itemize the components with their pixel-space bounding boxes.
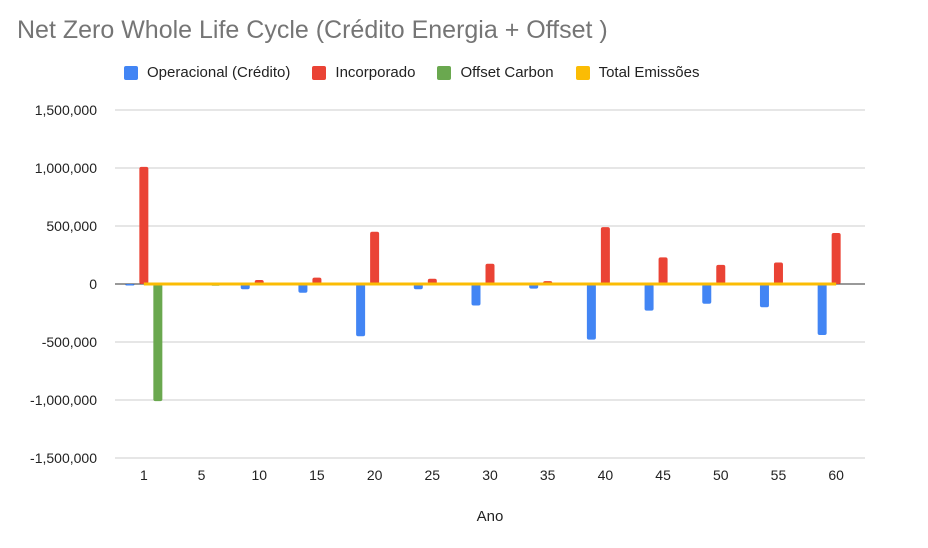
legend-swatch-operacional <box>124 65 138 80</box>
legend-swatch-total-emissoes <box>575 65 590 80</box>
bars <box>125 166 841 402</box>
y-tick-label: 1,000,000 <box>35 160 97 176</box>
x-tick-label: 50 <box>713 467 729 483</box>
bar-incorporado-45 <box>658 257 668 284</box>
x-tick-label: 20 <box>367 467 383 483</box>
bar-operacional-cr-dito-60 <box>817 284 827 336</box>
x-tick-label: 35 <box>540 467 556 483</box>
legend: Operacional (Crédito) Incorporado Offset… <box>124 64 721 81</box>
x-tick-label: 1 <box>140 467 148 483</box>
y-axis-tick-labels: 1,500,000 1,000,000 500,000 0 -500,000 -1,000… <box>30 102 97 466</box>
bar-incorporado-55 <box>773 262 783 284</box>
y-tick-label: 0 <box>89 276 97 292</box>
y-tick-label: 1,500,000 <box>35 102 97 118</box>
bar-incorporado-1 <box>139 166 149 284</box>
bar-incorporado-20 <box>370 231 380 284</box>
bar-incorporado-30 <box>485 263 495 284</box>
x-tick-label: 60 <box>828 467 844 483</box>
legend-item-operacional[interactable]: Operacional (Crédito) <box>124 64 290 81</box>
y-tick-label: -1,000,000 <box>30 392 97 408</box>
y-tick-label: -500,000 <box>42 334 97 350</box>
x-tick-label: 40 <box>598 467 614 483</box>
bar-incorporado-60 <box>831 232 841 284</box>
bar-operacional-cr-dito-30 <box>471 284 481 306</box>
legend-label-total-emissoes: Total Emissões <box>598 64 700 81</box>
bar-operacional-cr-dito-50 <box>702 284 712 304</box>
legend-label-offset-carbon: Offset Carbon <box>460 64 554 81</box>
y-tick-label: -1,500,000 <box>30 450 97 466</box>
bar-incorporado-50 <box>716 264 726 284</box>
bar-operacional-cr-dito-55 <box>759 284 769 308</box>
legend-swatch-incorporado <box>312 65 327 80</box>
x-tick-label: 10 <box>251 467 267 483</box>
x-tick-label: 45 <box>655 467 671 483</box>
bar-operacional-cr-dito-20 <box>356 284 366 337</box>
bar-offset-carbon-1 <box>153 284 163 402</box>
bar-incorporado-40 <box>600 227 610 284</box>
legend-label-operacional: Operacional (Crédito) <box>147 64 291 81</box>
x-tick-label: 5 <box>198 467 206 483</box>
x-tick-label: 25 <box>425 467 441 483</box>
bar-operacional-cr-dito-40 <box>586 284 596 340</box>
legend-swatch-offset-carbon <box>437 65 452 80</box>
bar-operacional-cr-dito-15 <box>298 284 308 293</box>
legend-item-offset-carbon[interactable]: Offset Carbon <box>437 64 554 81</box>
y-tick-label: 500,000 <box>46 218 97 234</box>
x-tick-label: 55 <box>771 467 787 483</box>
bar-incorporado-15 <box>312 277 322 284</box>
bar-operacional-cr-dito-45 <box>644 284 654 311</box>
x-tick-label: 30 <box>482 467 498 483</box>
bar-operacional-cr-dito-1 <box>125 284 135 286</box>
x-axis-tick-labels: 1 5 10 15 20 25 30 35 40 45 50 55 60 <box>140 467 844 483</box>
legend-item-total-emissoes[interactable]: Total Emissões <box>575 64 700 81</box>
legend-item-incorporado[interactable]: Incorporado <box>312 64 415 81</box>
x-tick-label: 15 <box>309 467 325 483</box>
chart-title: Net Zero Whole Life Cycle (Crédito Energ… <box>17 16 608 44</box>
x-axis-title: Ano <box>477 508 504 525</box>
legend-label-incorporado: Incorporado <box>335 64 416 81</box>
